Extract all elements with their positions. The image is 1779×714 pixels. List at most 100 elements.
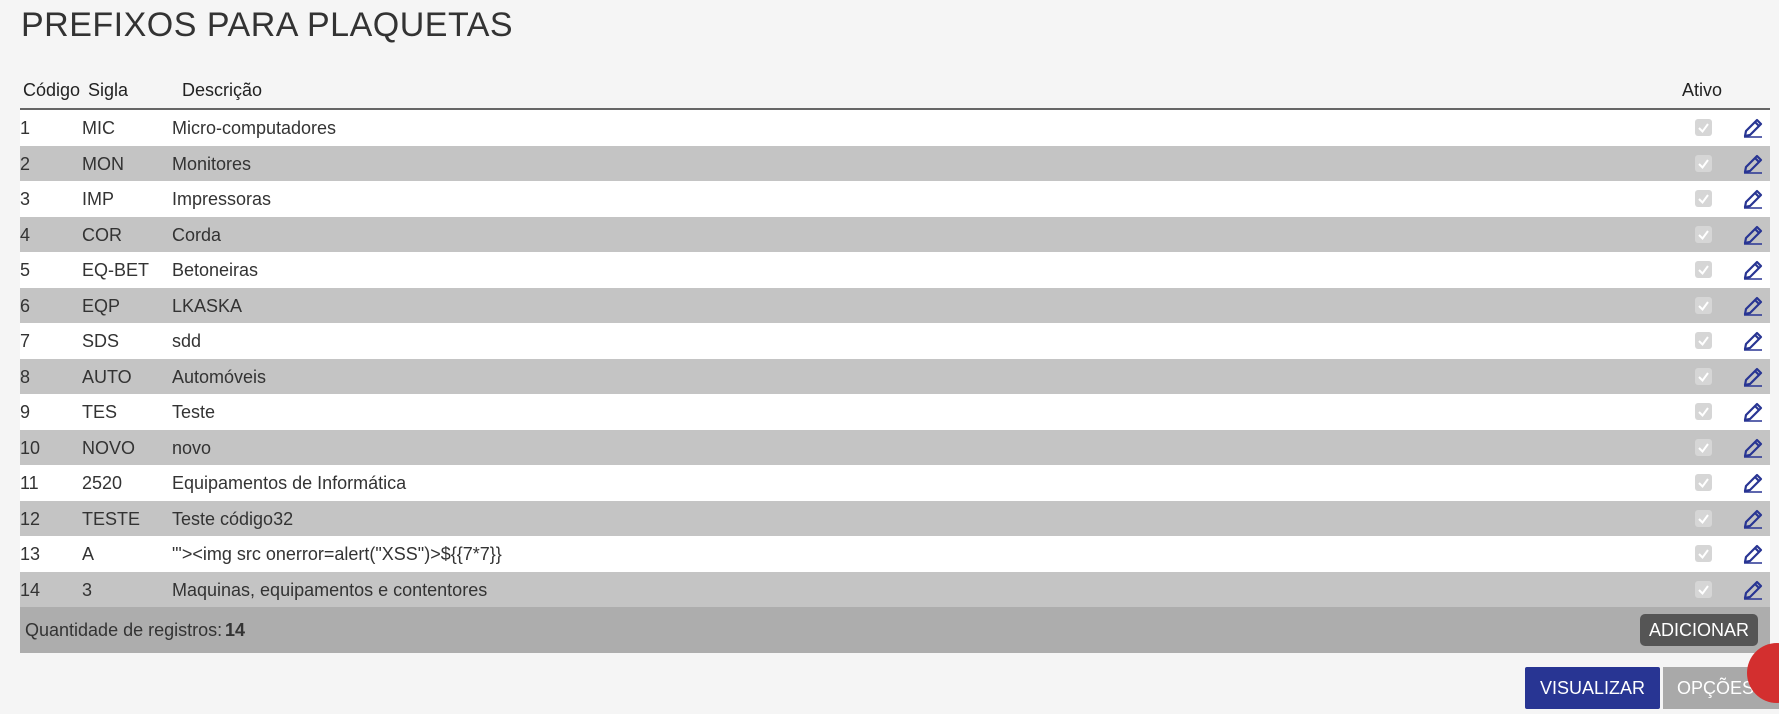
cell: 7 [20,331,31,351]
add-button[interactable]: ADICIONAR [1639,614,1758,646]
header-divider [20,108,1770,110]
pencil-icon [1743,296,1763,316]
table-row: 8 AUTO Automóveis [20,358,1770,394]
pencil-icon [1743,367,1763,387]
edit-button[interactable] [1741,329,1765,358]
edit-button[interactable] [1741,258,1765,287]
cell: LKASKA [172,295,243,316]
cell: EQ-BET [82,260,150,280]
cell: MIC [82,118,115,138]
cell: EQP [82,295,121,316]
edit-button[interactable] [1741,471,1765,500]
check-icon [1698,407,1709,418]
active-checkbox [1695,190,1712,207]
column-header: Ativo [1682,80,1723,100]
cell: 10 [20,437,41,458]
edit-button[interactable] [1741,223,1765,252]
pencil-icon [1743,118,1763,138]
check-icon [1698,549,1709,560]
check-icon [1698,300,1709,311]
active-checkbox [1695,438,1712,456]
pencil-icon [1743,331,1763,351]
pencil-icon [1743,473,1763,493]
active-checkbox [1695,509,1712,527]
active-checkbox [1695,403,1712,420]
cell: 14 [20,579,41,600]
cell: novo [172,437,212,458]
cell: 1 [20,118,31,138]
cell: IMP [82,189,115,209]
cell: MON [82,153,124,174]
cell: 8 [20,366,31,387]
edit-button[interactable] [1741,507,1765,536]
table-row: 10 NOVO novo [20,429,1770,465]
cell: Equipamentos de Informática [172,473,407,493]
pencil-icon [1743,580,1763,600]
cell: "'><img src onerror=alert("XSS")>${{7*7}… [172,544,502,564]
check-icon [1698,371,1709,382]
check-icon [1698,442,1709,453]
active-checkbox [1695,332,1712,349]
table-row: 9 TES Teste [20,394,1770,430]
table-row: 2 MON Monitores [20,145,1770,181]
table-row: 7 SDS sdd [20,323,1770,359]
active-checkbox [1695,545,1712,562]
edit-button[interactable] [1741,152,1765,181]
cell: Monitores [172,153,252,174]
page-title: PREFIXOS PARA PLAQUETAS [21,6,514,44]
active-checkbox [1695,580,1712,598]
edit-button[interactable] [1741,400,1765,429]
table-row: 5 EQ-BET Betoneiras [20,252,1770,288]
table-row: 11 2520 Equipamentos de Informática [20,465,1770,501]
check-icon [1698,229,1709,240]
pencil-icon [1743,260,1763,280]
active-checkbox [1695,225,1712,243]
edit-button[interactable] [1741,365,1765,394]
pencil-icon [1743,402,1763,422]
edit-button[interactable] [1741,578,1765,607]
cell: 11 [20,473,39,493]
table-row: 13 A "'><img src onerror=alert("XSS")>${{7… [20,536,1770,572]
cell: Automóveis [172,366,267,387]
edit-button[interactable] [1741,436,1765,465]
check-icon [1698,158,1709,169]
cell: 13 [20,544,41,564]
cell: 9 [20,402,31,422]
cell: Teste [172,402,216,422]
pencil-icon [1743,544,1763,564]
edit-button[interactable] [1741,294,1765,323]
cell: TES [82,402,118,422]
pencil-icon [1743,438,1763,458]
check-icon [1698,478,1709,489]
edit-button[interactable] [1741,542,1765,571]
active-checkbox [1695,367,1712,385]
cell: 3 [82,579,93,600]
cell: Corda [172,224,222,245]
edit-button[interactable] [1741,187,1765,216]
cell: sdd [172,331,202,351]
cell: 6 [20,295,31,316]
column-header: Descrição [182,80,263,100]
cell: Micro-computadores [172,118,337,138]
cell: AUTO [82,366,132,387]
check-icon [1698,513,1709,524]
table-row: 4 COR Corda [20,216,1770,252]
cell: 4 [20,224,31,245]
column-header: Código [23,80,81,100]
cell: SDS [82,331,120,351]
table-row: 6 EQP LKASKA [20,287,1770,323]
cell: TESTE [82,508,141,529]
cell: 3 [20,189,31,209]
cell: Maquinas, equipamentos e contentores [172,579,488,600]
active-checkbox [1695,119,1712,136]
active-checkbox [1695,154,1712,172]
edit-button[interactable] [1741,116,1765,145]
table-footer: Quantidade de registros: 14 ADICIONAR [20,607,1770,653]
record-count-label: Quantidade de registros: [25,620,223,640]
view-button[interactable]: VISUALIZAR [1525,667,1660,709]
cell: NOVO [82,437,136,458]
column-header: Sigla [88,80,129,100]
pencil-icon [1743,225,1763,245]
